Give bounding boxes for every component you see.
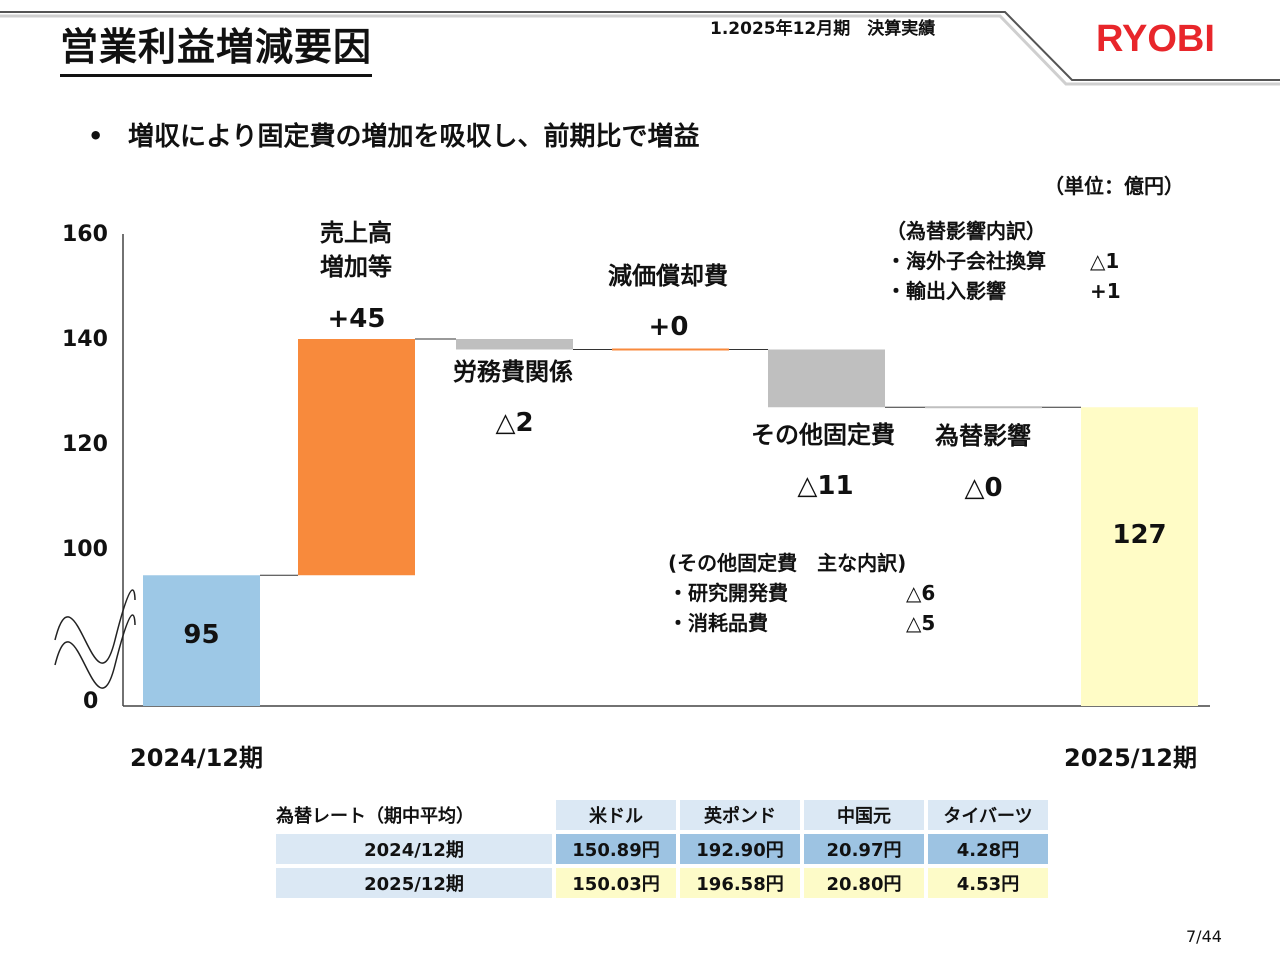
waterfall-bar-2 (456, 339, 573, 350)
table-row: 2024/12期 150.89円 192.90円 20.97円 4.28円 (276, 834, 1048, 864)
y-tick-label: 160 (62, 222, 108, 247)
summary-bullet: 増収により固定費の増加を吸収し、前期比で増益 (128, 122, 700, 152)
waterfall-bar-5 (925, 406, 1042, 409)
header-frame (0, 11, 1280, 86)
rate-cell: 192.90円 (680, 834, 800, 864)
section-label: 1.2025年12月期 決算実績 (710, 19, 936, 39)
fx-note-item-value: △1 (1090, 249, 1120, 273)
currency-header: タイバーツ (928, 800, 1048, 830)
category-label-labor: 労務費関係 (453, 358, 573, 386)
fx-rate-table: 為替レート（期中平均） 米ドル 英ポンド 中国元 タイバーツ 2024/12期 … (272, 796, 1052, 902)
rate-cell: 150.03円 (556, 868, 676, 898)
y-tick-label: 140 (62, 327, 108, 352)
other-fixed-breakdown-note: (その他固定費 主な内訳) ・研究開発費 △6 ・消耗品費 △5 (668, 548, 935, 638)
currency-header: 米ドル (556, 800, 676, 830)
waterfall-bar-4 (768, 349, 885, 408)
category-label-other-fixed: その他固定費 (751, 421, 895, 449)
category-label-sales: 売上高 増加等 (320, 219, 392, 281)
y-tick-label: 120 (62, 432, 108, 457)
waterfall-bar-0 (143, 575, 260, 706)
rate-cell: 4.53円 (928, 868, 1048, 898)
other-fixed-note-item-value: △5 (906, 611, 936, 635)
waterfall-chart (54, 234, 1210, 707)
data-label-labor: △2 (495, 408, 534, 438)
rate-cell: 4.28円 (928, 834, 1048, 864)
data-label-fx: △0 (964, 473, 1003, 503)
other-fixed-note-title: (その他固定費 主な内訳) (668, 551, 907, 575)
period-cell: 2024/12期 (276, 834, 552, 864)
data-label-depreciation: +0 (648, 312, 689, 342)
table-header-row: 為替レート（期中平均） 米ドル 英ポンド 中国元 タイバーツ (276, 800, 1048, 830)
period-label-start: 2024/12期 (130, 744, 263, 772)
page-number: 7/44 (1186, 927, 1222, 946)
category-label-depreciation: 減価償却費 (608, 262, 728, 290)
data-label-sales: +45 (327, 304, 386, 334)
table-row: 2025/12期 150.03円 196.58円 20.80円 4.53円 (276, 868, 1048, 898)
waterfall-bar-6 (1081, 407, 1198, 706)
rate-cell: 20.80円 (804, 868, 924, 898)
y-tick-label: 0 (83, 689, 99, 714)
other-fixed-note-item-label: ・消耗品費 (668, 611, 768, 635)
ryobi-logo: RYOBI (1096, 18, 1215, 60)
data-label-end: 127 (1112, 520, 1167, 550)
unit-label: （単位：億円） (1044, 174, 1184, 198)
waterfall-bar-3 (612, 348, 729, 351)
rate-cell: 150.89円 (556, 834, 676, 864)
fx-note-item-value: +1 (1090, 279, 1121, 303)
other-fixed-note-item-label: ・研究開発費 (668, 581, 788, 605)
category-label-fx: 為替影響 (935, 422, 1031, 450)
page-title: 営業利益増減要因 (60, 22, 373, 77)
other-fixed-note-item-value: △6 (906, 581, 936, 605)
fx-note-item-label: ・輸出入影響 (886, 279, 1006, 303)
currency-header: 中国元 (804, 800, 924, 830)
period-label-end: 2025/12期 (1064, 744, 1197, 772)
period-cell: 2025/12期 (276, 868, 552, 898)
fx-note-title: （為替影響内訳） (886, 219, 1046, 243)
fx-breakdown-note: （為替影響内訳） ・海外子会社換算 △1 ・輸出入影響 +1 (886, 216, 1121, 306)
fx-note-item-label: ・海外子会社換算 (886, 249, 1046, 273)
axis-break-icon (54, 589, 136, 689)
fx-table-caption: 為替レート（期中平均） (276, 806, 474, 827)
data-label-other-fixed: △11 (797, 471, 854, 501)
rate-cell: 196.58円 (680, 868, 800, 898)
currency-header: 英ポンド (680, 800, 800, 830)
waterfall-bar-1 (298, 339, 415, 576)
y-tick-label: 100 (62, 537, 108, 562)
data-label-start: 95 (183, 620, 220, 650)
rate-cell: 20.97円 (804, 834, 924, 864)
bullet-icon: • (88, 122, 104, 150)
